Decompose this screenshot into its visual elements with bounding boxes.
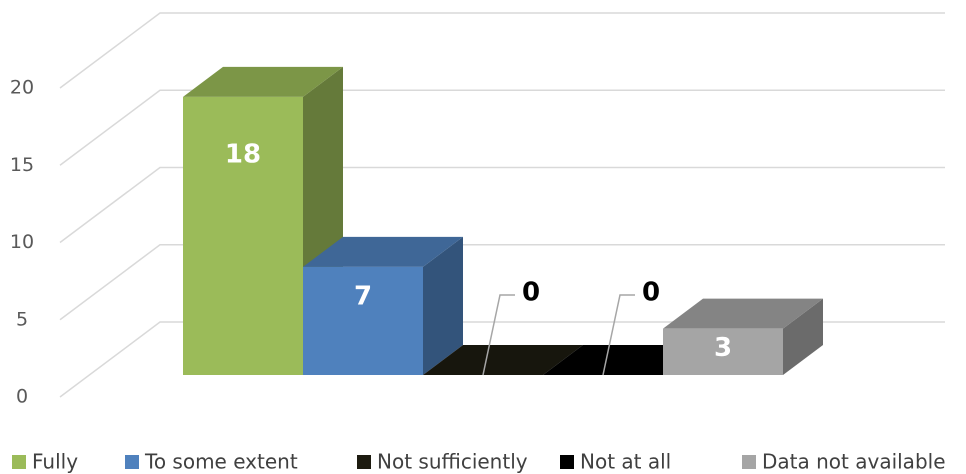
data-label: 7 (354, 281, 372, 311)
legend-label: To some extent (144, 450, 298, 474)
legend-swatch (742, 455, 756, 469)
leader-line (482, 294, 515, 376)
y-tick-label: 10 (10, 231, 34, 253)
grid-line (59, 166, 945, 244)
y-tick-label: 20 (10, 77, 34, 99)
legend-swatch (12, 455, 26, 469)
legend-label: Not sufficiently (377, 450, 528, 474)
legend-label: Not at all (580, 450, 671, 474)
data-label: 0 (642, 278, 660, 308)
bar-top (183, 66, 343, 97)
leader-line (602, 294, 635, 376)
bar-top (303, 236, 463, 267)
data-label: 0 (522, 278, 540, 308)
legend-label: Fully (32, 450, 78, 474)
legend-swatch (357, 455, 371, 469)
bar (183, 96, 303, 376)
bar (303, 266, 423, 375)
grid-line (59, 89, 945, 166)
bar-side (423, 236, 463, 375)
data-label: 18 (225, 139, 261, 169)
legend-label: Data not available (762, 450, 946, 474)
bar (663, 328, 783, 375)
y-tick-label: 15 (10, 154, 34, 176)
y-tick-label: 0 (16, 386, 28, 408)
legend-swatch (560, 455, 574, 469)
data-label: 3 (714, 333, 732, 363)
bar-top (663, 298, 823, 329)
bar-top (423, 345, 583, 375)
grid-line (59, 12, 945, 89)
bar-side (783, 298, 823, 375)
y-tick-label: 5 (16, 308, 28, 330)
grid-line (59, 244, 945, 321)
legend-swatch (125, 455, 139, 469)
